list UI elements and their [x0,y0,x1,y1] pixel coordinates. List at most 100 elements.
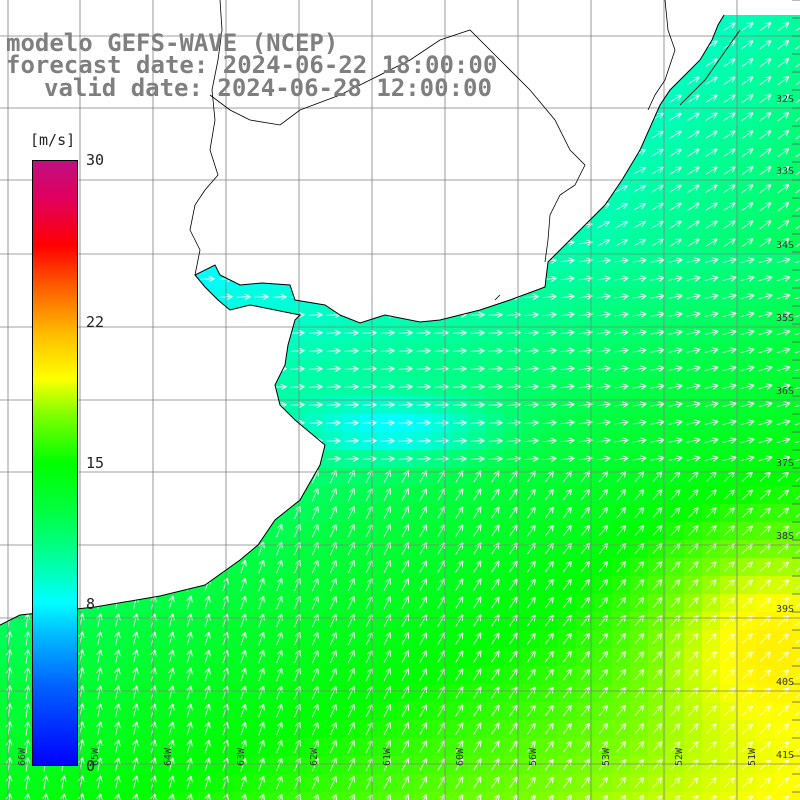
wind-speed-cell [792,792,800,800]
valid-date: valid date: 2024-06-28 12:00:00 [44,74,492,102]
longitude-label: 66W [17,747,28,766]
wind-speed-cell [792,54,800,73]
wind-speed-cell [540,792,559,800]
wind-speed-cell [792,414,800,433]
wind-speed-cell [792,774,800,793]
legend-unit: [m/s] [30,131,76,149]
longitude-label: 63W [236,747,247,766]
wind-speed-cell [720,15,739,19]
wind-speed-cell [792,558,800,577]
wind-speed-cell [792,126,800,145]
wind-speed-cell [792,90,800,109]
colorbar [32,160,78,766]
wind-speed-cell [522,792,541,800]
wind-speed-cell [792,702,800,721]
wind-speed-cell [792,720,800,739]
wind-speed-cell [792,540,800,559]
wind-speed-cell [792,216,800,235]
wind-speed-cell [792,15,800,19]
wind-speed-cell [792,342,800,361]
wind-speed-cell [612,792,631,800]
wind-speed-cell [576,792,595,800]
latitude-label: 37S [775,458,794,469]
latitude-label: 34S [775,240,794,251]
longitude-label: 62W [309,747,320,766]
longitude-label: 52W [674,747,685,766]
wind-speed-cell [342,792,361,800]
wind-speed-cell [630,792,649,800]
latitude-label: 32S [775,94,794,105]
wind-speed-cell [306,792,325,800]
longitude-label: 53W [601,747,612,766]
wind-speed-cell [792,234,800,253]
wind-speed-cell [234,792,253,800]
wind-speed-cell [792,504,800,523]
latitude-label: 38S [775,531,794,542]
longitude-label: 56W [528,747,539,766]
colorbar-tick-label: 8 [86,595,96,614]
wind-speed-cell [792,450,800,469]
wind-speed-cell [594,792,613,800]
wind-speed-cell [468,792,487,800]
latitude-label: 33S [775,166,794,177]
wind-speed-cell [792,144,800,163]
wind-speed-cell [432,792,451,800]
wind-speed-cell [324,792,343,800]
wind-speed-cell [792,36,800,55]
wind-speed-cell [792,270,800,289]
wind-speed-cell [378,792,397,800]
longitude-label: 61W [382,747,393,766]
wind-speed-cell [774,15,793,19]
wind-speed-cell [558,792,577,800]
wind-speed-cell [792,360,800,379]
wind-speed-cell [792,522,800,541]
wind-speed-cell [702,792,721,800]
colorbar-tick-label: 22 [86,312,105,331]
wind-speed-cell [216,792,235,800]
latitude-label: 35S [775,313,794,324]
longitude-label: 51W [747,747,758,766]
wind-speed-cell [738,792,757,800]
wind-speed-cell [198,792,217,800]
wind-speed-cell [792,468,800,487]
wind-speed-cell [792,432,800,451]
wind-speed-cell [792,108,800,127]
wind-speed-cell [792,576,800,595]
latitude-label: 41S [775,750,794,761]
wind-speed-cell [180,792,199,800]
longitude-label: 64W [163,747,174,766]
latitude-label: 39S [775,604,794,615]
wind-speed-cell [396,792,415,800]
wind-speed-cell [792,324,800,343]
longitude-label: 65W [90,747,101,766]
wind-speed-cell [504,792,523,800]
wind-speed-cell [756,792,775,800]
wind-speed-cell [792,72,800,91]
wind-speed-cell [792,180,800,199]
wind-speed-cell [414,792,433,800]
wind-speed-cell [486,792,505,800]
wind-speed-cell [684,792,703,800]
wind-speed-cell [792,288,800,307]
wind-speed-cell [738,15,757,19]
wind-speed-cell [792,198,800,217]
latitude-label: 36S [775,386,794,397]
wind-speed-cell [792,18,800,37]
wind-speed-cell [720,792,739,800]
latitude-label: 40S [775,677,794,688]
wind-speed-cell [252,792,271,800]
wind-speed-cell [792,648,800,667]
wind-speed-cell [792,252,800,271]
wind-speed-cell [666,792,685,800]
wind-speed-cell [360,792,379,800]
wind-speed-cell [774,792,793,800]
wind-speed-cell [792,162,800,181]
wind-speed-cell [792,396,800,415]
wind-speed-cell [792,378,800,397]
longitude-label: 60W [455,747,466,766]
wind-speed-cell [756,15,775,19]
wind-speed-cell [288,792,307,800]
wind-speed-cell [792,630,800,649]
colorbar-tick-label: 15 [86,454,105,472]
